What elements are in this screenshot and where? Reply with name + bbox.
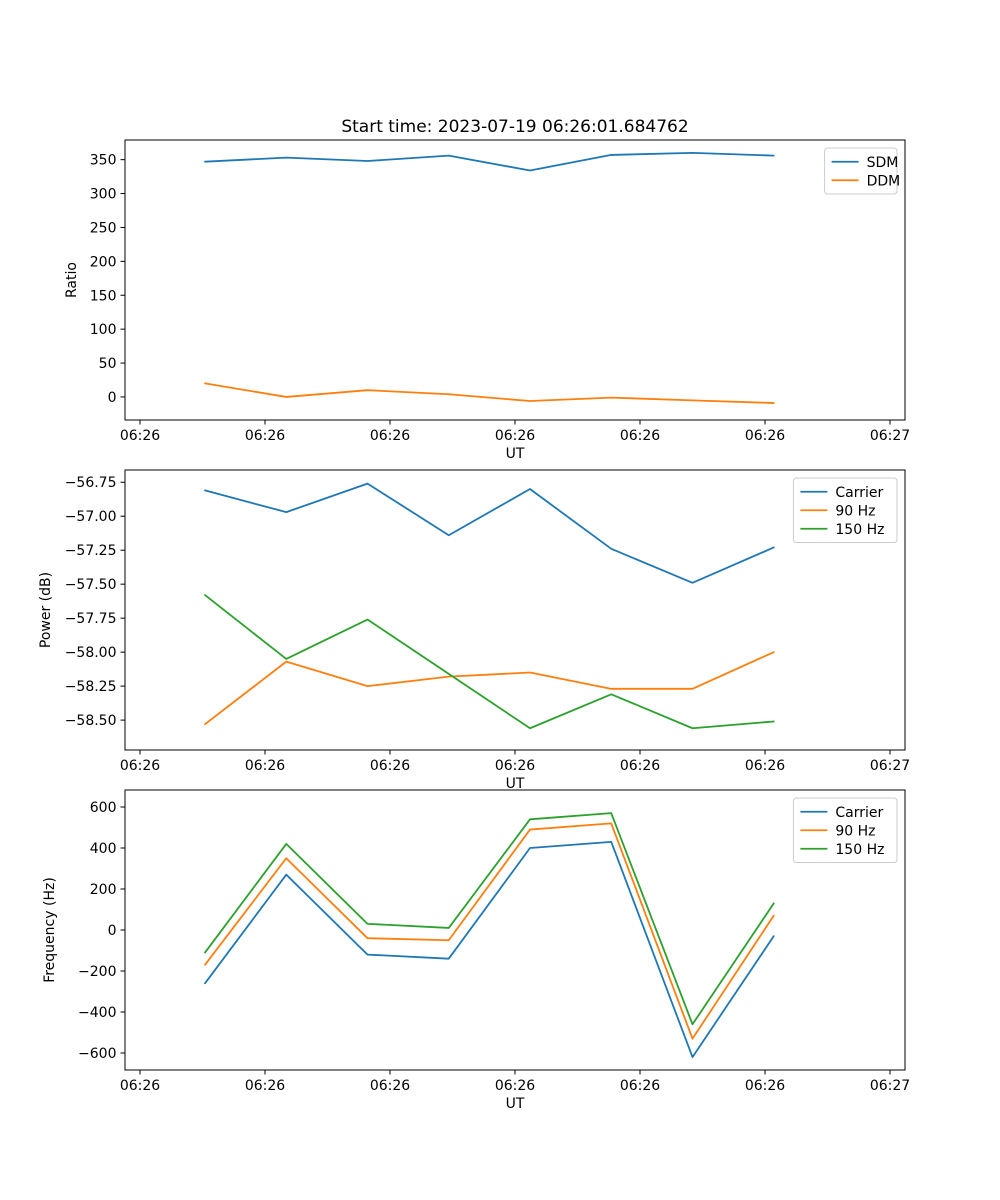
legend-box <box>792 797 898 863</box>
series-line-sdm <box>204 151 775 172</box>
series-line-90-hz <box>204 651 775 726</box>
y-tick-label: 100 <box>90 322 117 338</box>
x-tick-label: 06:27 <box>870 1078 910 1094</box>
series-line-ddm <box>204 382 775 404</box>
legend-label-carrier: Carrier <box>835 485 883 501</box>
y-tick-label: −57.00 <box>65 509 117 525</box>
y-tick-label: −200 <box>78 964 116 980</box>
y-tick-label: −57.50 <box>65 577 117 593</box>
x-tick-label: 06:26 <box>370 758 410 774</box>
y-tick-label: −56.75 <box>65 475 117 491</box>
y-axis-label: Frequency (Hz) <box>42 877 58 983</box>
legend: Carrier 90 Hz 150 Hz <box>792 797 898 863</box>
y-tick-label: 400 <box>90 841 117 857</box>
legend-label-carrier: Carrier <box>835 805 883 821</box>
x-tick-label: 06:26 <box>245 1078 285 1094</box>
x-tick-label: 06:26 <box>495 428 535 444</box>
y-tick-label: 150 <box>90 288 117 304</box>
legend-label-ddm: DDM <box>867 173 901 189</box>
x-tick-label: 06:26 <box>120 758 160 774</box>
y-tick-label: 200 <box>90 882 117 898</box>
x-tick-label: 06:27 <box>870 428 910 444</box>
y-tick-label: −57.75 <box>65 611 117 627</box>
y-tick-label: 50 <box>99 356 117 372</box>
series-line-carrier <box>204 482 775 584</box>
legend: SDM DDM <box>824 147 901 195</box>
y-tick-label: 0 <box>108 923 117 939</box>
legend: Carrier 90 Hz 150 Hz <box>792 477 898 543</box>
x-tick-label: 06:26 <box>745 758 785 774</box>
y-tick-label: −58.00 <box>65 645 117 661</box>
x-axis-label: UT <box>506 446 525 462</box>
x-tick-label: 06:26 <box>370 1078 410 1094</box>
x-axis-label: UT <box>506 1096 525 1112</box>
series-line-150-hz <box>204 812 775 1026</box>
axes-frame <box>124 789 906 1071</box>
y-tick-label: −58.25 <box>65 679 117 695</box>
x-tick-label: 06:26 <box>620 1078 660 1094</box>
legend-box <box>824 147 898 195</box>
y-tick-label: −400 <box>78 1005 116 1021</box>
x-tick-label: 06:26 <box>745 1078 785 1094</box>
legend-label-90-hz: 90 Hz <box>835 503 875 519</box>
y-tick-label: 350 <box>90 153 117 169</box>
y-tick-label: −600 <box>78 1046 116 1062</box>
y-tick-label: 0 <box>108 390 117 406</box>
x-tick-label: 06:26 <box>620 428 660 444</box>
y-axis-label: Ratio <box>64 262 80 298</box>
x-tick-label: 06:27 <box>870 758 910 774</box>
subplot-2: 06:26 06:26 06:26 06:26 06:26 06:26 06:27 −58.5… <box>38 469 910 792</box>
axes-frame <box>124 139 906 421</box>
y-tick-label: 250 <box>90 220 117 236</box>
y-tick-label: −57.25 <box>65 543 117 559</box>
x-tick-label: 06:26 <box>495 758 535 774</box>
series-line-carrier <box>204 840 775 1058</box>
x-tick-label: 06:26 <box>620 758 660 774</box>
legend-label-90-hz: 90 Hz <box>835 823 875 839</box>
legend-label-150-hz: 150 Hz <box>835 522 884 538</box>
legend-label-150-hz: 150 Hz <box>835 842 884 858</box>
x-tick-label: 06:26 <box>370 428 410 444</box>
axes-frame <box>124 469 906 751</box>
subplot-1: 06:26 06:26 06:26 06:26 06:26 06:26 06:27 0 50 10… <box>64 139 910 462</box>
y-axis-label: Power (dB) <box>38 572 54 648</box>
x-tick-label: 06:26 <box>245 428 285 444</box>
y-tick-label: −58.50 <box>65 713 117 729</box>
x-tick-label: 06:26 <box>245 758 285 774</box>
x-tick-label: 06:26 <box>495 1078 535 1094</box>
x-tick-label: 06:26 <box>745 428 785 444</box>
x-axis-label: UT <box>506 776 525 792</box>
legend-label-sdm: SDM <box>867 155 899 171</box>
subplot-3: 06:26 06:26 06:26 06:26 06:26 06:26 06:27 −600 −… <box>42 789 910 1112</box>
chart-title: Start time: 2023-07-19 06:26:01.684762 <box>341 117 689 137</box>
series-line-90-hz <box>204 822 775 1040</box>
y-tick-label: 600 <box>90 800 117 816</box>
series-line-150-hz <box>204 594 775 730</box>
x-tick-label: 06:26 <box>120 1078 160 1094</box>
legend-box <box>792 477 898 543</box>
x-tick-label: 06:26 <box>120 428 160 444</box>
y-tick-label: 300 <box>90 187 117 203</box>
y-tick-label: 200 <box>90 254 117 270</box>
